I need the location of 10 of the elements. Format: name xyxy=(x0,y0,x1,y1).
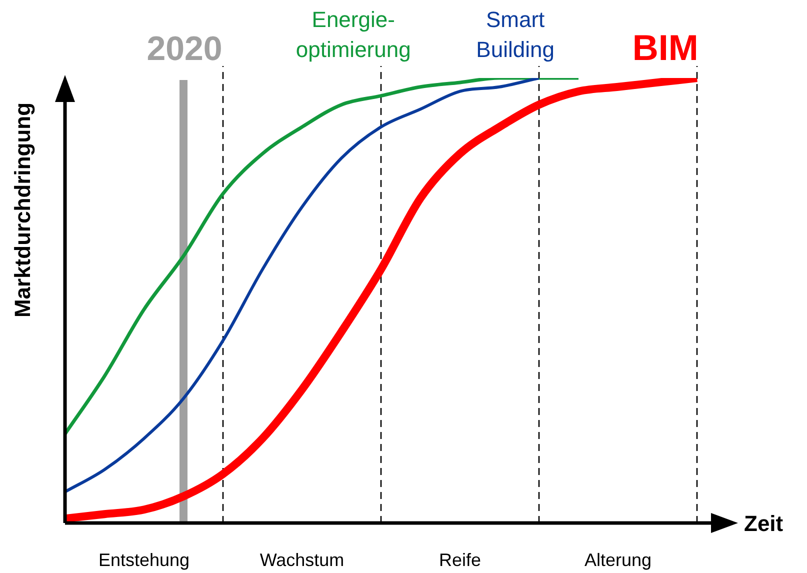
series-label: BIM xyxy=(632,27,698,68)
x-axis-title: Zeit xyxy=(744,511,784,536)
series-label: Energie-optimierung xyxy=(296,7,411,62)
x-tick-label: Wachstum xyxy=(260,550,344,570)
series-label: Smart Building xyxy=(476,7,554,62)
y-axis-title: Marktdurchdringung xyxy=(10,102,36,318)
x-tick-label: Entstehung xyxy=(98,550,190,570)
x-tick-label: Alterung xyxy=(584,550,652,570)
text: 2020 xyxy=(146,30,222,68)
x-tick-label: Reife xyxy=(438,550,482,570)
